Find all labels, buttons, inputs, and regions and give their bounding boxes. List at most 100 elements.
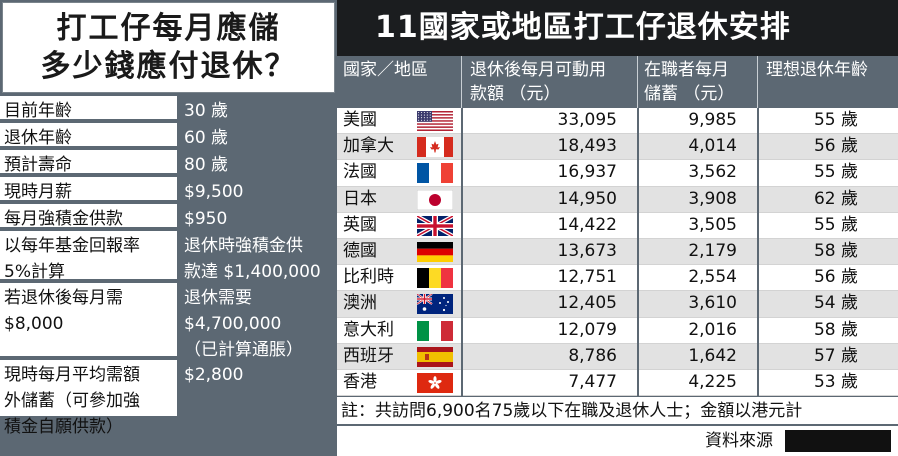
calc-value-text: 退休需要 bbox=[184, 288, 252, 308]
monthly-savings-value: 4,225 bbox=[688, 372, 737, 392]
header-monthly-savings: 在職者每月 儲蓄 （元） bbox=[637, 56, 757, 108]
table-row: 香港 7,477 4,225 53 歲 bbox=[337, 370, 898, 397]
country-name: 英國 bbox=[343, 214, 377, 235]
monthly-spend-value: 14,422 bbox=[557, 214, 617, 235]
monthly-savings-value: 2,554 bbox=[688, 267, 737, 288]
country-name: 西班牙 bbox=[343, 345, 394, 366]
japan-flag-icon bbox=[417, 189, 453, 210]
calc-row: 目前年齡 30 歲 bbox=[0, 96, 337, 125]
calc-row: 現時月薪 $9,500 bbox=[0, 177, 337, 206]
calc-row: 若退休後每月需 $8,000 退休需要 $4,700,000 （已計算通脹） bbox=[0, 283, 337, 360]
source-label: 資料來源 bbox=[705, 431, 773, 451]
country-name: 法國 bbox=[343, 162, 377, 183]
monthly-spend-value: 12,405 bbox=[557, 293, 617, 314]
calc-label-text: 5%計算 bbox=[4, 262, 65, 282]
calc-row-label: 退休年齡 bbox=[0, 123, 180, 148]
calc-row: 預計壽命 80 歲 bbox=[0, 150, 337, 179]
calc-label-text: 外儲蓄（可參加強 bbox=[4, 391, 140, 411]
country-name: 香港 bbox=[343, 372, 377, 392]
calc-value-text: $9,500 bbox=[184, 179, 333, 206]
australia-flag-icon bbox=[417, 294, 453, 315]
header-retire-age: 理想退休年齡 bbox=[757, 56, 898, 108]
right-panel-title: 11國家或地區打工仔退休安排 bbox=[337, 0, 898, 56]
hongkong-flag-icon bbox=[417, 373, 453, 393]
calc-value-text: $2,800 bbox=[184, 365, 244, 385]
calc-label-text: 若退休後每月需 bbox=[4, 288, 123, 308]
calc-label-text: 目前年齡 bbox=[4, 101, 72, 121]
monthly-savings-value: 9,985 bbox=[688, 110, 737, 130]
monthly-spend-value: 16,937 bbox=[557, 162, 617, 183]
country-name: 澳洲 bbox=[343, 293, 377, 314]
left-title-line2: 多少錢應付退休？ bbox=[40, 48, 297, 84]
survey-note: 註：共訪問6,900名75歲以下在職及退休人士；金額以港元計 bbox=[337, 396, 898, 424]
country-name: 意大利 bbox=[343, 319, 394, 340]
column-divider bbox=[757, 108, 759, 396]
calc-label-text: 每月強積金供款 bbox=[4, 209, 123, 229]
calc-value-text: 款達 $1,400,000 bbox=[184, 262, 321, 282]
calc-label-text: $8,000 bbox=[4, 314, 64, 334]
monthly-savings-value: 3,562 bbox=[688, 162, 737, 183]
column-divider bbox=[461, 108, 463, 396]
header-monthly-spend: 退休後每月可動用 款額 （元） bbox=[461, 56, 637, 108]
table-row: 意大利 12,079 2,016 58 歲 bbox=[337, 318, 898, 344]
calc-value-text: （已計算通脹） bbox=[184, 340, 303, 360]
calc-label-text: 預計壽命 bbox=[4, 155, 72, 175]
calc-value-text: 80 歲 bbox=[184, 152, 333, 179]
country-name: 比利時 bbox=[343, 267, 394, 288]
retire-age-value: 58 歲 bbox=[813, 241, 858, 261]
calc-label-text: 退休年齡 bbox=[4, 128, 72, 148]
table-row: 日本 14,950 3,908 62 歲 bbox=[337, 186, 898, 213]
calc-row: 以每年基金回報率 5%計算 退休時強積金供 款達 $1,400,000 bbox=[0, 231, 337, 282]
calc-row-label: 現時每月平均需額 外儲蓄（可參加強 積金自願供款） bbox=[0, 360, 180, 437]
monthly-spend-value: 7,477 bbox=[568, 372, 617, 392]
monthly-savings-value: 3,505 bbox=[688, 214, 737, 235]
table-row: 比利時 12,751 2,554 56 歲 bbox=[337, 265, 898, 292]
canada-flag-icon bbox=[417, 137, 453, 158]
table-row: 西班牙 8,786 1,642 57 歲 bbox=[337, 343, 898, 370]
usa-flag-icon bbox=[417, 111, 453, 131]
left-panel-title: 打工仔每月應儲 多少錢應付退休？ bbox=[2, 2, 335, 93]
calc-row-label: 以每年基金回報率 5%計算 bbox=[0, 231, 180, 282]
retire-age-value: 57 歲 bbox=[813, 345, 858, 366]
calc-value-text: 退休時強積金供 bbox=[184, 236, 303, 256]
spain-flag-icon bbox=[417, 346, 453, 367]
calc-value-text: $950 bbox=[184, 206, 333, 233]
calc-row: 退休年齡 60 歲 bbox=[0, 123, 337, 152]
monthly-spend-value: 33,095 bbox=[557, 110, 617, 130]
country-name: 美國 bbox=[343, 110, 377, 130]
calc-row-value: $9,500 bbox=[180, 177, 337, 206]
table-row: 英國 14,422 3,505 55 歲 bbox=[337, 213, 898, 239]
belgium-flag-icon bbox=[417, 268, 453, 289]
calc-row-value: 60 歲 bbox=[180, 123, 337, 152]
country-name: 日本 bbox=[343, 188, 377, 209]
left-title-line1: 打工仔每月應儲 bbox=[56, 10, 281, 46]
monthly-savings-value: 3,908 bbox=[688, 188, 737, 209]
calc-row-label: 若退休後每月需 $8,000 bbox=[0, 283, 180, 358]
retire-age-value: 62 歲 bbox=[813, 188, 858, 209]
calc-value-text: 60 歲 bbox=[184, 125, 333, 152]
calc-row-label: 預計壽命 bbox=[0, 150, 180, 175]
calc-row-value: 退休時強積金供 款達 $1,400,000 bbox=[180, 231, 337, 282]
france-flag-icon bbox=[417, 163, 453, 184]
redacted-source-block bbox=[785, 430, 891, 452]
calc-row: 現時每月平均需額 外儲蓄（可參加強 積金自願供款） $2,800 bbox=[0, 360, 337, 437]
calc-row-value: 30 歲 bbox=[180, 96, 337, 125]
left-panel: 打工仔每月應儲 多少錢應付退休？ 目前年齡 30 歲退休年齡 60 歲預計壽命 80 … bbox=[0, 0, 337, 456]
monthly-savings-value: 4,014 bbox=[688, 136, 737, 157]
country-name: 加拿大 bbox=[343, 136, 394, 157]
calc-label-text: 現時月薪 bbox=[4, 182, 72, 202]
monthly-spend-value: 14,950 bbox=[557, 188, 617, 209]
retire-age-value: 55 歲 bbox=[813, 110, 858, 130]
retire-age-value: 55 歲 bbox=[813, 214, 858, 235]
germany-flag-icon bbox=[417, 242, 453, 262]
calc-row-label: 每月強積金供款 bbox=[0, 204, 180, 229]
calc-label-text: 積金自願供款） bbox=[4, 417, 123, 437]
retire-age-value: 58 歲 bbox=[813, 319, 858, 340]
table-row: 美國 33,095 9,985 55 歲 bbox=[337, 108, 898, 135]
calc-row-value: 80 歲 bbox=[180, 150, 337, 179]
calc-row-value: $2,800 bbox=[180, 360, 337, 418]
calc-value-text: $4,700,000 bbox=[184, 314, 282, 334]
calc-row-label: 現時月薪 bbox=[0, 177, 180, 202]
table-row: 加拿大 18,493 4,014 56 歲 bbox=[337, 134, 898, 161]
retire-age-value: 53 歲 bbox=[813, 372, 858, 392]
